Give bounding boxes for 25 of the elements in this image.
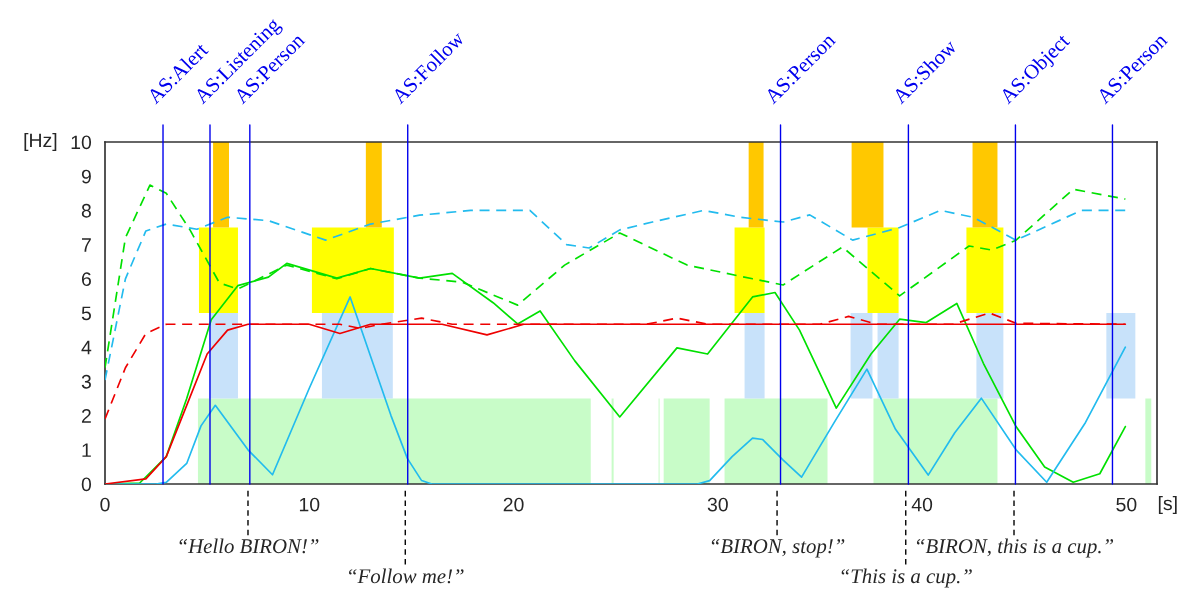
ref-line-label: “BIRON, this is a cup.” [916,538,1114,558]
y-tick-label: 5 [81,306,91,321]
y-axis-title: [Hz] [24,132,57,152]
line-series [105,209,1127,381]
y-tick-label: 1 [82,443,91,457]
y-tick-label: 3 [81,374,91,389]
y-tick-label: 10 [71,135,92,150]
x-axis-title: [s] [1158,495,1177,515]
x-tick-label: 30 [707,497,728,512]
y-tick-label: 7 [81,238,91,252]
ref-line-label: “Follow me!” [349,568,464,584]
y-tick-label: 6 [81,272,91,287]
y-tick-label: 0 [81,477,92,492]
y-tick-label: 4 [81,340,92,355]
x-tick-label: 10 [299,497,320,512]
x-tick-label: 40 [911,497,933,512]
ref-line-label: “BIRON, stop!” [711,539,845,558]
x-tick-label: 0 [100,497,110,512]
y-tick-label: 9 [81,169,91,184]
y-tick-label: 2 [81,409,91,423]
x-tick-label: 20 [503,497,524,512]
x-tick-label: 50 [1116,497,1137,512]
y-tick-label: 8 [81,203,91,218]
ref-line-label: “This is a cup.” [841,568,972,588]
ref-line-label: “Hello BIRON!” [179,538,319,554]
